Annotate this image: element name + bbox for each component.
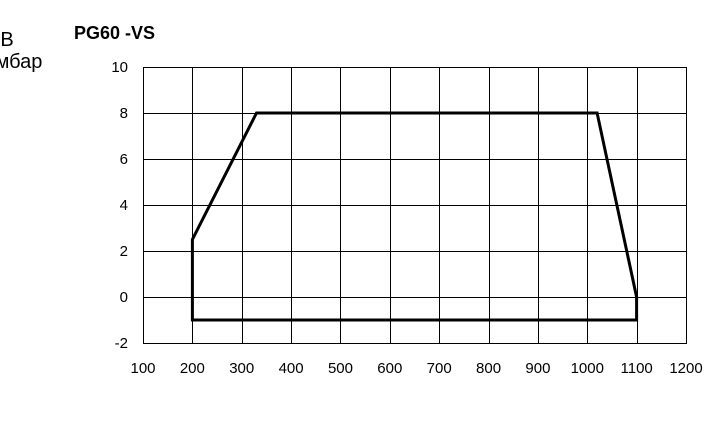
- y-tick-label: 8: [120, 105, 128, 122]
- series-line-1: [190, 111, 639, 322]
- x-tick-label: 400: [279, 360, 304, 377]
- y-tick-label: 0: [120, 289, 128, 306]
- y-tick-label: 6: [120, 151, 128, 168]
- chart-title: PG60 -VS: [74, 23, 155, 43]
- x-tick-label: 1200: [669, 360, 702, 377]
- x-tick-label: 1100: [621, 360, 653, 377]
- x-tick-label: 1000: [571, 360, 604, 377]
- x-tick-label: 600: [377, 360, 402, 377]
- y-axis-label-line-1: ПРОТИВОДАВЛЕНИЕ В: [0, 29, 14, 51]
- x-tick-label: 500: [328, 360, 353, 377]
- grid-layer: [143, 67, 687, 344]
- y-axis-label-line-2: КАМЕРЕ СГОРАНИЯ, мбар: [0, 51, 42, 73]
- series-layer: [190, 111, 639, 322]
- y-tick-label: 2: [120, 243, 128, 260]
- y-axis-label: ПРОТИВОДАВЛЕНИЕ В КАМЕРЕ СГОРАНИЯ, мбар: [0, 29, 42, 73]
- x-tick-label: 900: [525, 360, 550, 377]
- x-tick-label: 800: [476, 360, 501, 377]
- x-tick-labels: 100 200 300 400 500 600 700 800 900 1000 1100 1200: [130, 360, 702, 377]
- y-tick-label: 4: [120, 197, 128, 214]
- x-tick-label: 100: [130, 360, 155, 377]
- y-tick-labels: -2 0 2 4 6 8 10: [111, 59, 128, 352]
- plot-frame: [143, 67, 687, 344]
- y-tick-label: -2: [115, 335, 128, 352]
- x-tick-label: 200: [180, 360, 205, 377]
- x-tick-label: 700: [427, 360, 452, 377]
- x-tick-label: 300: [229, 360, 254, 377]
- y-tick-label: 10: [111, 59, 128, 76]
